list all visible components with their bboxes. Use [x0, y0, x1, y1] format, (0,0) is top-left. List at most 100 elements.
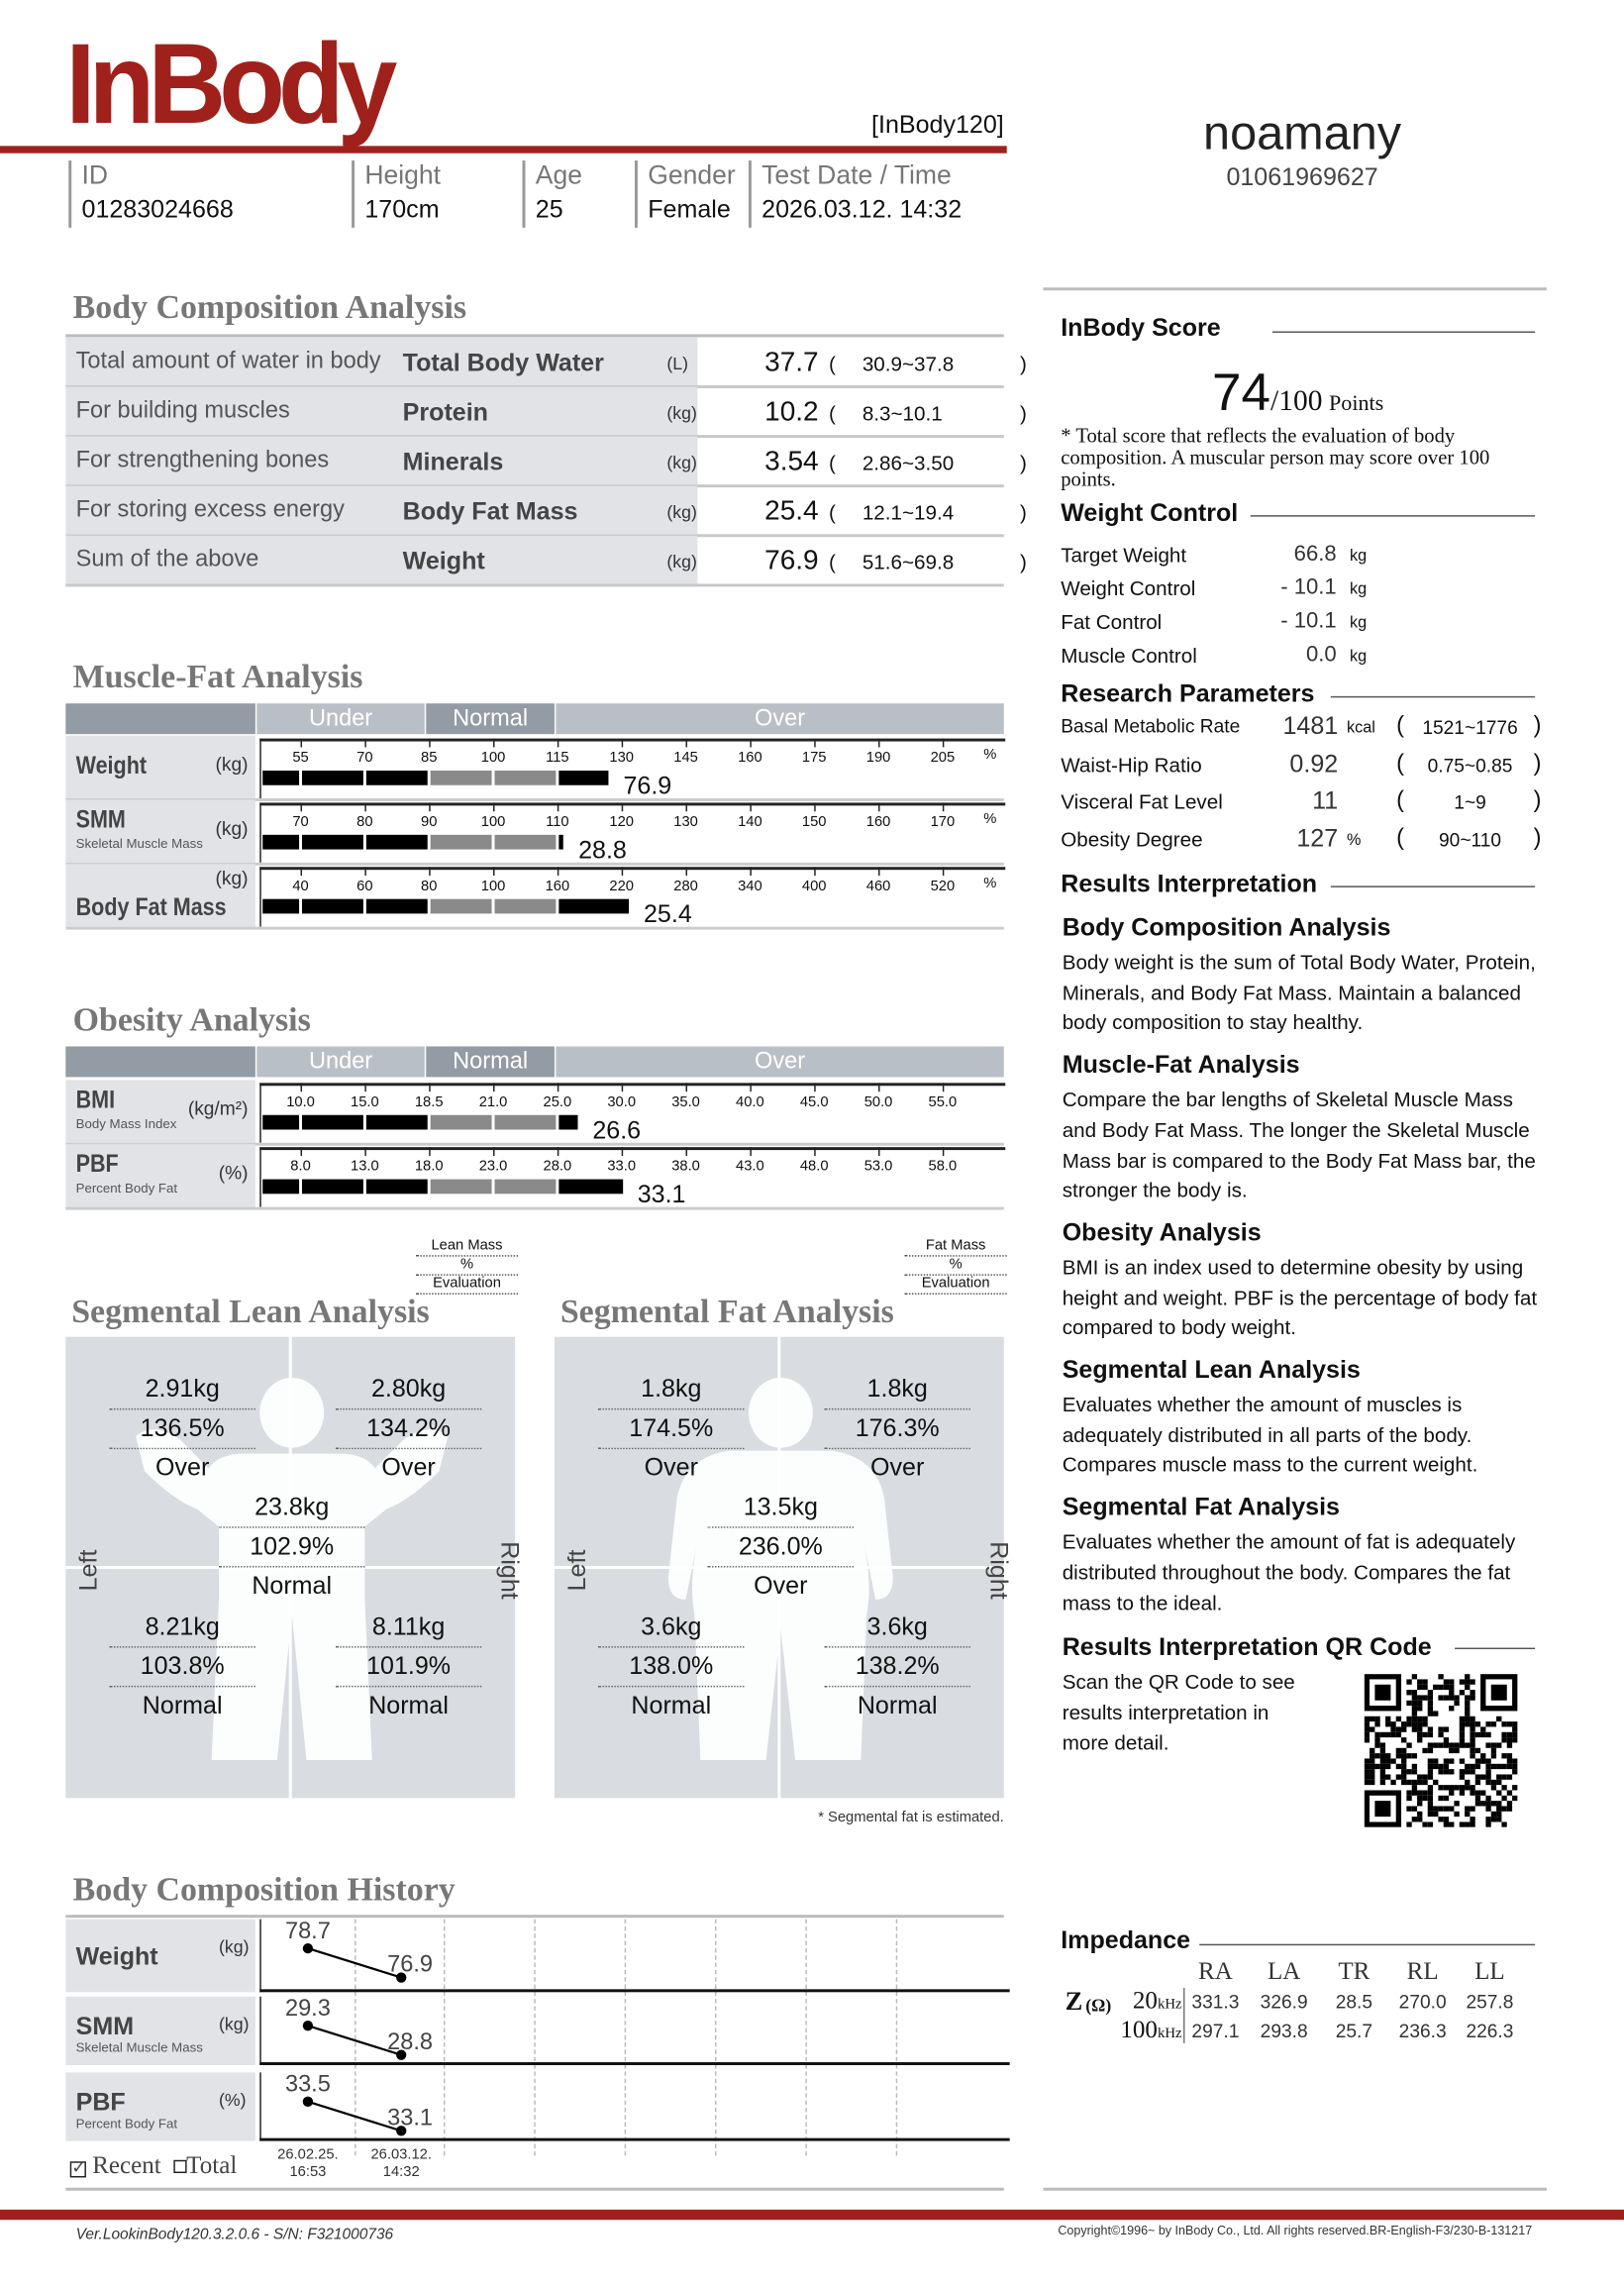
total-label[interactable]: Total [186, 2150, 238, 2179]
info-field: Age 25 [522, 160, 582, 228]
bar-value: 28.8 [578, 836, 627, 865]
axis [259, 2072, 261, 2141]
impedance-value: 331.3 [1191, 1990, 1240, 2013]
fat-left-arm-mass: 1.8kg [641, 1375, 702, 1404]
info-value: 01283024668 [81, 195, 234, 224]
dotted-rule [824, 1407, 970, 1410]
bar-segment [430, 771, 492, 785]
row-unit: (%) [219, 2090, 247, 2111]
tick-label: 45.0 [799, 1094, 829, 1111]
band-blank [65, 703, 255, 735]
row-range: 12.1~19.4 [862, 500, 955, 524]
tick-label: 175 [801, 750, 827, 767]
tick-label: 48.0 [799, 1158, 829, 1176]
lean-right-arm-evaluation: Over [381, 1453, 436, 1482]
row-value: 3.54 [764, 446, 819, 477]
row-range: 51.6~69.8 [862, 550, 955, 574]
history-point [396, 2126, 407, 2136]
interp-heading: Obesity Analysis [1062, 1218, 1262, 1247]
interp-text: BMI is an index used to determine obesit… [1062, 1255, 1538, 1339]
tick [750, 1147, 752, 1157]
row-sub: Skeletal Muscle Mass [75, 2039, 203, 2055]
row-sub: Percent Body Fat [75, 1181, 178, 1196]
interp-text: Body weight is the sum of Total Body Wat… [1062, 950, 1536, 1034]
divider [1271, 331, 1536, 333]
tick-label: 18.0 [414, 1158, 444, 1176]
row-divider [65, 797, 1004, 801]
tick-label: 340 [738, 879, 762, 895]
fat-right-leg-mass: 3.6kg [866, 1612, 928, 1641]
tick-label: 120 [609, 814, 635, 831]
tick-label: 60 [356, 879, 373, 895]
total-checkbox[interactable] [172, 2159, 187, 2174]
bar-scale: 70 80 90 100 110 120 130 140 150 160 170% 28.8 [259, 802, 1006, 865]
row-desc: For storing excess energy [75, 497, 345, 523]
tick-label: 85 [421, 750, 438, 767]
row-bg [65, 864, 255, 927]
tick-label: 43.0 [736, 1158, 764, 1176]
tick-label: 58.0 [928, 1158, 958, 1176]
dotted-rule [219, 1526, 365, 1528]
band-under: Under [256, 703, 425, 735]
tick [493, 867, 495, 877]
row-divider [65, 1206, 1004, 1210]
row-bg [65, 386, 698, 436]
tick [493, 1083, 495, 1092]
paren: ) [1019, 451, 1027, 474]
paren: ( [1396, 788, 1404, 814]
bar-value: 25.4 [643, 900, 692, 929]
impedance-value: 293.8 [1260, 2020, 1308, 2042]
fat-left-arm-percent: 174.5% [629, 1413, 714, 1442]
percent-label: % [983, 811, 997, 828]
bar-segment [558, 834, 564, 850]
paren: ( [828, 500, 836, 524]
row-value: 10.2 [764, 396, 819, 428]
paren: ( [1396, 751, 1404, 777]
divider [65, 2187, 1004, 2191]
interp-text: Evaluates whether the amount of fat is a… [1062, 1529, 1516, 1614]
tick [878, 1147, 880, 1157]
member-name: noamany [1203, 105, 1402, 159]
row-bg [65, 735, 255, 798]
row-name: Weight [75, 751, 148, 780]
bca-title: Body Composition Analysis [72, 288, 467, 326]
row-divider [65, 862, 1004, 866]
legend-item: Lean Mass [415, 1238, 519, 1257]
tick-label: 145 [673, 750, 698, 767]
bar-row-pbf: PBF Percent Body Fat (%) 8.0 13.0 18.0 23.0 28.… [65, 1144, 1006, 1210]
tick [878, 802, 880, 812]
right-side-label: Right [984, 1541, 1013, 1600]
tick-label: 170 [930, 814, 956, 831]
tick [429, 867, 431, 877]
bar-segment [302, 771, 363, 785]
row-value: 76.9 [764, 546, 819, 577]
fat-title: Segmental Fat Analysis [559, 1293, 894, 1330]
recent-checkbox[interactable]: ✓ [69, 2156, 87, 2178]
bar-segment [302, 834, 363, 850]
tick-label: 55.0 [928, 1094, 958, 1111]
info-label: Gender [648, 160, 736, 190]
segmental-note: * Segmental fat is estimated. [818, 1810, 1004, 1826]
bar-row-bmi: BMI Body Mass Index (kg/m²) 10.0 15.0 18.5 21.… [65, 1080, 1006, 1146]
recent-label[interactable]: Recent [92, 2150, 161, 2179]
bar-segment [494, 1114, 557, 1130]
bar-scale: 8.0 13.0 18.0 23.0 28.0 33.0 38.0 43.0 48.0 53.0 5… [259, 1147, 1006, 1207]
row-unit: (L) [666, 353, 689, 374]
wc-label: Weight Control [1061, 576, 1196, 600]
tick-label: 205 [930, 750, 956, 767]
lean-left-arm-mass: 2.91kg [145, 1375, 220, 1404]
tick [750, 738, 752, 748]
divider [65, 334, 1004, 338]
qr-heading: Results Interpretation QR Code [1062, 1633, 1432, 1662]
divider [1043, 2187, 1547, 2191]
tick-label: 28.0 [543, 1158, 572, 1176]
tick-label: 160 [865, 814, 891, 831]
impedance-divider [1183, 1987, 1185, 2043]
row-desc: Sum of the above [75, 547, 259, 572]
rp-range: 1~9 [1454, 791, 1486, 814]
impedance-value: 236.3 [1398, 2020, 1447, 2042]
info-field: ID 01283024668 [68, 160, 234, 228]
rp-range: 1521~1776 [1422, 716, 1518, 739]
tick [429, 802, 431, 812]
qr-code[interactable] [1364, 1674, 1518, 1828]
